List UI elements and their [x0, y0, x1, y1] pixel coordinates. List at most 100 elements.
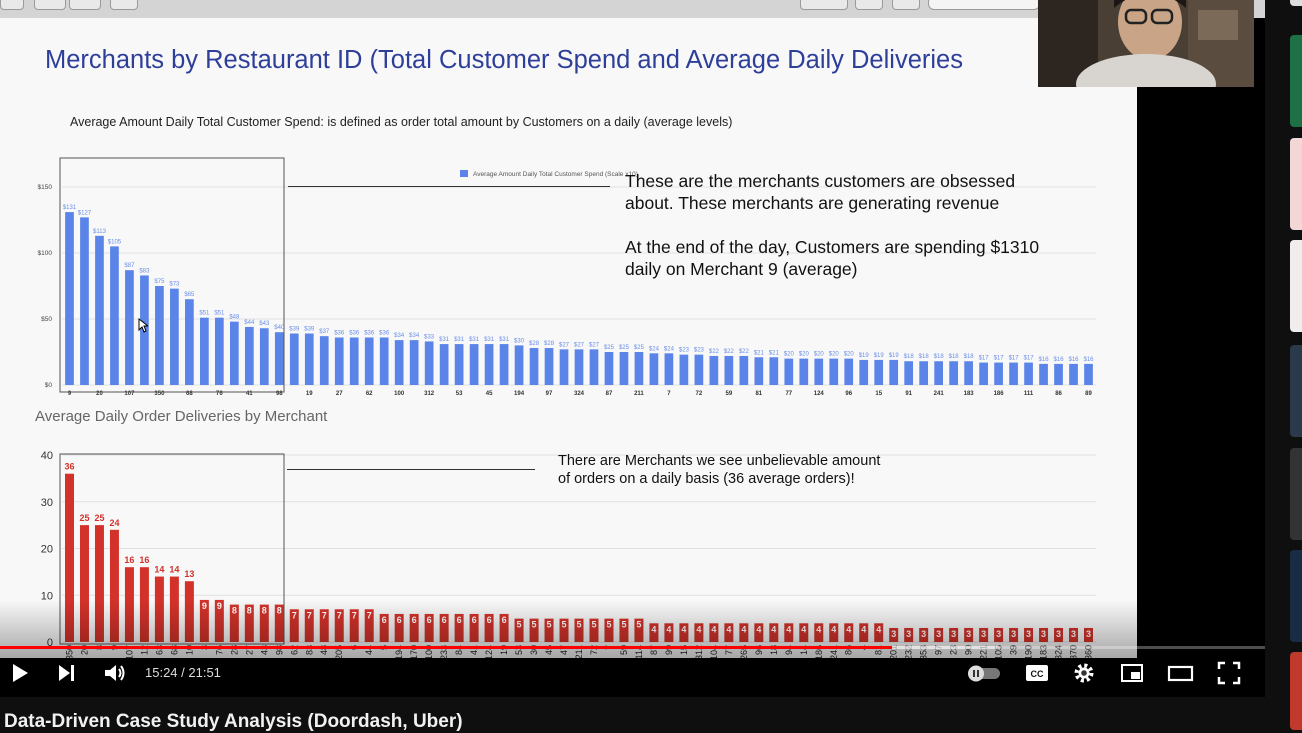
toolbar-search — [928, 0, 1040, 10]
spend-bar — [529, 348, 539, 385]
y-tick-label: 30 — [41, 497, 53, 509]
spend-bar — [454, 344, 464, 385]
spend-value-label: $36 — [349, 330, 360, 336]
spend-bar — [814, 358, 824, 385]
y-tick-label: 40 — [41, 450, 53, 462]
x-tick-label: 86 — [1055, 391, 1062, 397]
x-tick-label: 350 — [154, 391, 165, 397]
spend-bar — [110, 246, 119, 385]
toolbar-button — [34, 0, 66, 10]
recommendation-thumbnail[interactable] — [1290, 448, 1302, 540]
x-tick-label: 124 — [814, 391, 825, 397]
recommendation-thumbnail[interactable] — [1290, 0, 1302, 6]
miniplayer-icon[interactable] — [1120, 662, 1144, 684]
x-tick-label: 107 — [124, 391, 135, 397]
spend-bar — [1069, 363, 1078, 385]
mouse-cursor-icon — [138, 318, 148, 333]
spend-value-label: $31 — [499, 337, 510, 343]
recommendation-thumbnail[interactable] — [1290, 345, 1302, 437]
video-player[interactable]: Merchants by Restaurant ID (Total Custom… — [0, 0, 1265, 697]
play-icon[interactable] — [9, 662, 31, 684]
spend-bar — [439, 344, 449, 385]
spend-value-label: $16 — [1083, 357, 1094, 363]
y-tick-label: $0 — [45, 382, 53, 389]
spend-bar — [394, 340, 404, 385]
spend-value-label: $31 — [439, 337, 450, 343]
volume-icon[interactable] — [103, 662, 127, 684]
settings-icon[interactable] — [1073, 662, 1095, 684]
x-tick-label: 241 — [934, 391, 945, 397]
spend-value-label: $28 — [544, 341, 555, 347]
spend-bar — [185, 299, 194, 385]
spend-bar — [125, 270, 134, 385]
x-tick-label: 7 — [667, 391, 671, 397]
spend-value-label: $17 — [1024, 356, 1035, 362]
spend-value-label: $16 — [1069, 357, 1080, 363]
spend-value-label: $105 — [108, 239, 122, 245]
toolbar-button — [110, 0, 138, 10]
spend-bar — [274, 332, 284, 385]
autoplay-toggle-icon[interactable] — [966, 664, 1002, 682]
recommendation-thumbnail[interactable] — [1290, 550, 1302, 642]
spend-value-label: $36 — [364, 330, 375, 336]
recommendation-thumbnail[interactable] — [1290, 652, 1302, 730]
recommendation-thumbnail[interactable] — [1290, 240, 1302, 332]
spend-bar — [1084, 363, 1093, 385]
spend-value-label: $17 — [1009, 356, 1020, 362]
spend-value-label: $43 — [259, 321, 270, 327]
spend-bar — [649, 353, 659, 385]
x-tick-label: 77 — [785, 391, 792, 397]
spend-bar — [859, 359, 869, 385]
x-tick-label: 98 — [276, 391, 283, 397]
delivery-bar — [94, 525, 104, 642]
progress-bar[interactable] — [0, 646, 1265, 649]
next-icon[interactable] — [57, 663, 77, 683]
x-tick-label: 97 — [546, 391, 553, 397]
recommendation-thumbnail[interactable] — [1290, 138, 1302, 230]
spend-bar — [1009, 362, 1018, 385]
spend-value-label: $30 — [514, 338, 525, 344]
spend-bar — [95, 235, 104, 385]
spend-bar — [319, 336, 329, 385]
spend-value-label: $17 — [979, 356, 990, 362]
x-tick-label: 89 — [1085, 391, 1092, 397]
spend-bar — [424, 341, 434, 385]
spend-bar — [1039, 363, 1048, 385]
recommendation-thumbnail[interactable] — [1290, 35, 1302, 127]
spend-value-label: $22 — [709, 349, 720, 355]
annotation-leader-line — [287, 469, 535, 470]
spend-bar — [65, 212, 74, 385]
x-tick-label: 91 — [905, 391, 912, 397]
toolbar-button — [892, 0, 920, 10]
spend-bar — [155, 286, 164, 385]
x-tick-label: 72 — [696, 391, 703, 397]
spend-value-label: $28 — [529, 341, 540, 347]
spend-value-label: $24 — [664, 346, 675, 352]
spend-bar — [1054, 363, 1063, 385]
video-title[interactable]: Data-Driven Case Study Analysis (Doordas… — [4, 711, 463, 732]
spend-value-label: $22 — [739, 349, 750, 355]
spend-bar — [214, 317, 224, 385]
fullscreen-icon[interactable] — [1217, 661, 1241, 685]
spend-bar — [919, 361, 929, 385]
slide-app-toolbar — [0, 0, 1265, 18]
spend-bar — [364, 337, 374, 385]
x-tick-label: 59 — [726, 391, 733, 397]
spend-bar — [904, 361, 914, 385]
y-tick-label: $100 — [38, 250, 53, 257]
spend-value-label: $16 — [1054, 357, 1065, 363]
theater-icon[interactable] — [1167, 662, 1195, 684]
captions-icon[interactable]: CC — [1025, 663, 1049, 683]
spend-value-label: $83 — [139, 268, 150, 274]
x-tick-label: 211 — [634, 391, 644, 397]
spend-value-label: $21 — [769, 350, 780, 356]
spend-bar — [634, 352, 644, 385]
spend-bar — [574, 349, 584, 385]
x-tick-label: 186 — [994, 391, 1005, 397]
delivery-bar — [64, 473, 74, 642]
y-tick-label: 20 — [41, 544, 53, 556]
spend-value-label: $20 — [844, 352, 855, 358]
toolbar-button — [69, 0, 101, 10]
spend-bar — [979, 362, 988, 385]
spend-value-label: $27 — [574, 342, 585, 348]
